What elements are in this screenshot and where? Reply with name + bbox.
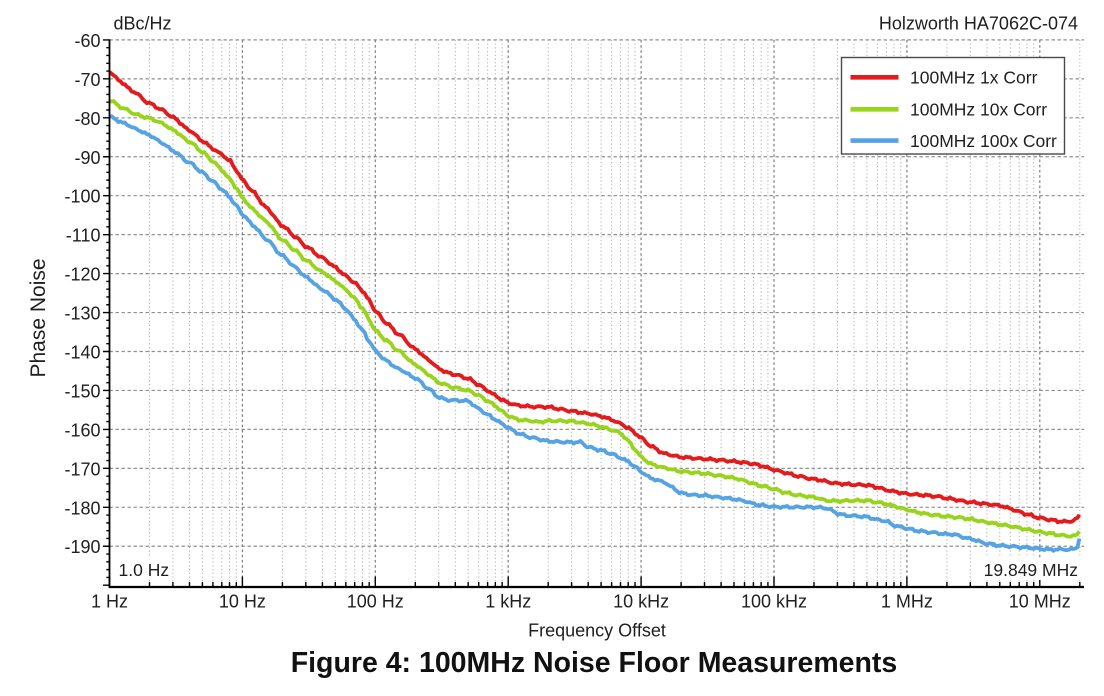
svg-text:-190: -190 [64,537,100,557]
svg-text:-110: -110 [66,226,101,246]
svg-text:-170: -170 [64,459,100,479]
svg-text:10 kHz: 10 kHz [613,592,669,612]
svg-text:dBc/Hz: dBc/Hz [114,14,172,34]
svg-text:Holzworth HA7062C-074: Holzworth HA7062C-074 [879,14,1078,34]
svg-text:1 kHz: 1 kHz [485,592,531,612]
svg-text:Figure 4: 100MHz Noise Floor M: Figure 4: 100MHz Noise Floor Measurement… [291,647,898,679]
svg-text:100MHz 1x Corr: 100MHz 1x Corr [910,68,1038,88]
svg-text:-180: -180 [64,498,100,518]
svg-text:100MHz 10x Corr: 100MHz 10x Corr [910,100,1047,120]
svg-text:1.0 Hz: 1.0 Hz [119,560,170,580]
svg-text:-90: -90 [74,148,100,168]
svg-text:-130: -130 [64,304,100,324]
svg-text:19.849 MHz: 19.849 MHz [984,560,1078,580]
svg-text:-100: -100 [64,187,100,207]
svg-text:1 Hz: 1 Hz [91,592,128,612]
svg-text:-80: -80 [74,109,100,129]
svg-text:-120: -120 [64,265,100,285]
svg-text:Phase Noise: Phase Noise [27,258,50,377]
svg-text:10 MHz: 10 MHz [1009,592,1071,612]
svg-text:100 Hz: 100 Hz [347,592,404,612]
svg-text:-150: -150 [64,381,100,401]
svg-text:-70: -70 [74,70,100,90]
svg-text:100MHz 100x Corr: 100MHz 100x Corr [910,131,1057,151]
svg-text:Frequency Offset: Frequency Offset [528,621,666,641]
svg-text:100 kHz: 100 kHz [741,592,807,612]
svg-text:-140: -140 [64,343,100,363]
svg-text:1 MHz: 1 MHz [881,592,933,612]
svg-text:-60: -60 [74,31,100,51]
svg-text:10 Hz: 10 Hz [219,592,266,612]
svg-text:-160: -160 [64,420,100,440]
